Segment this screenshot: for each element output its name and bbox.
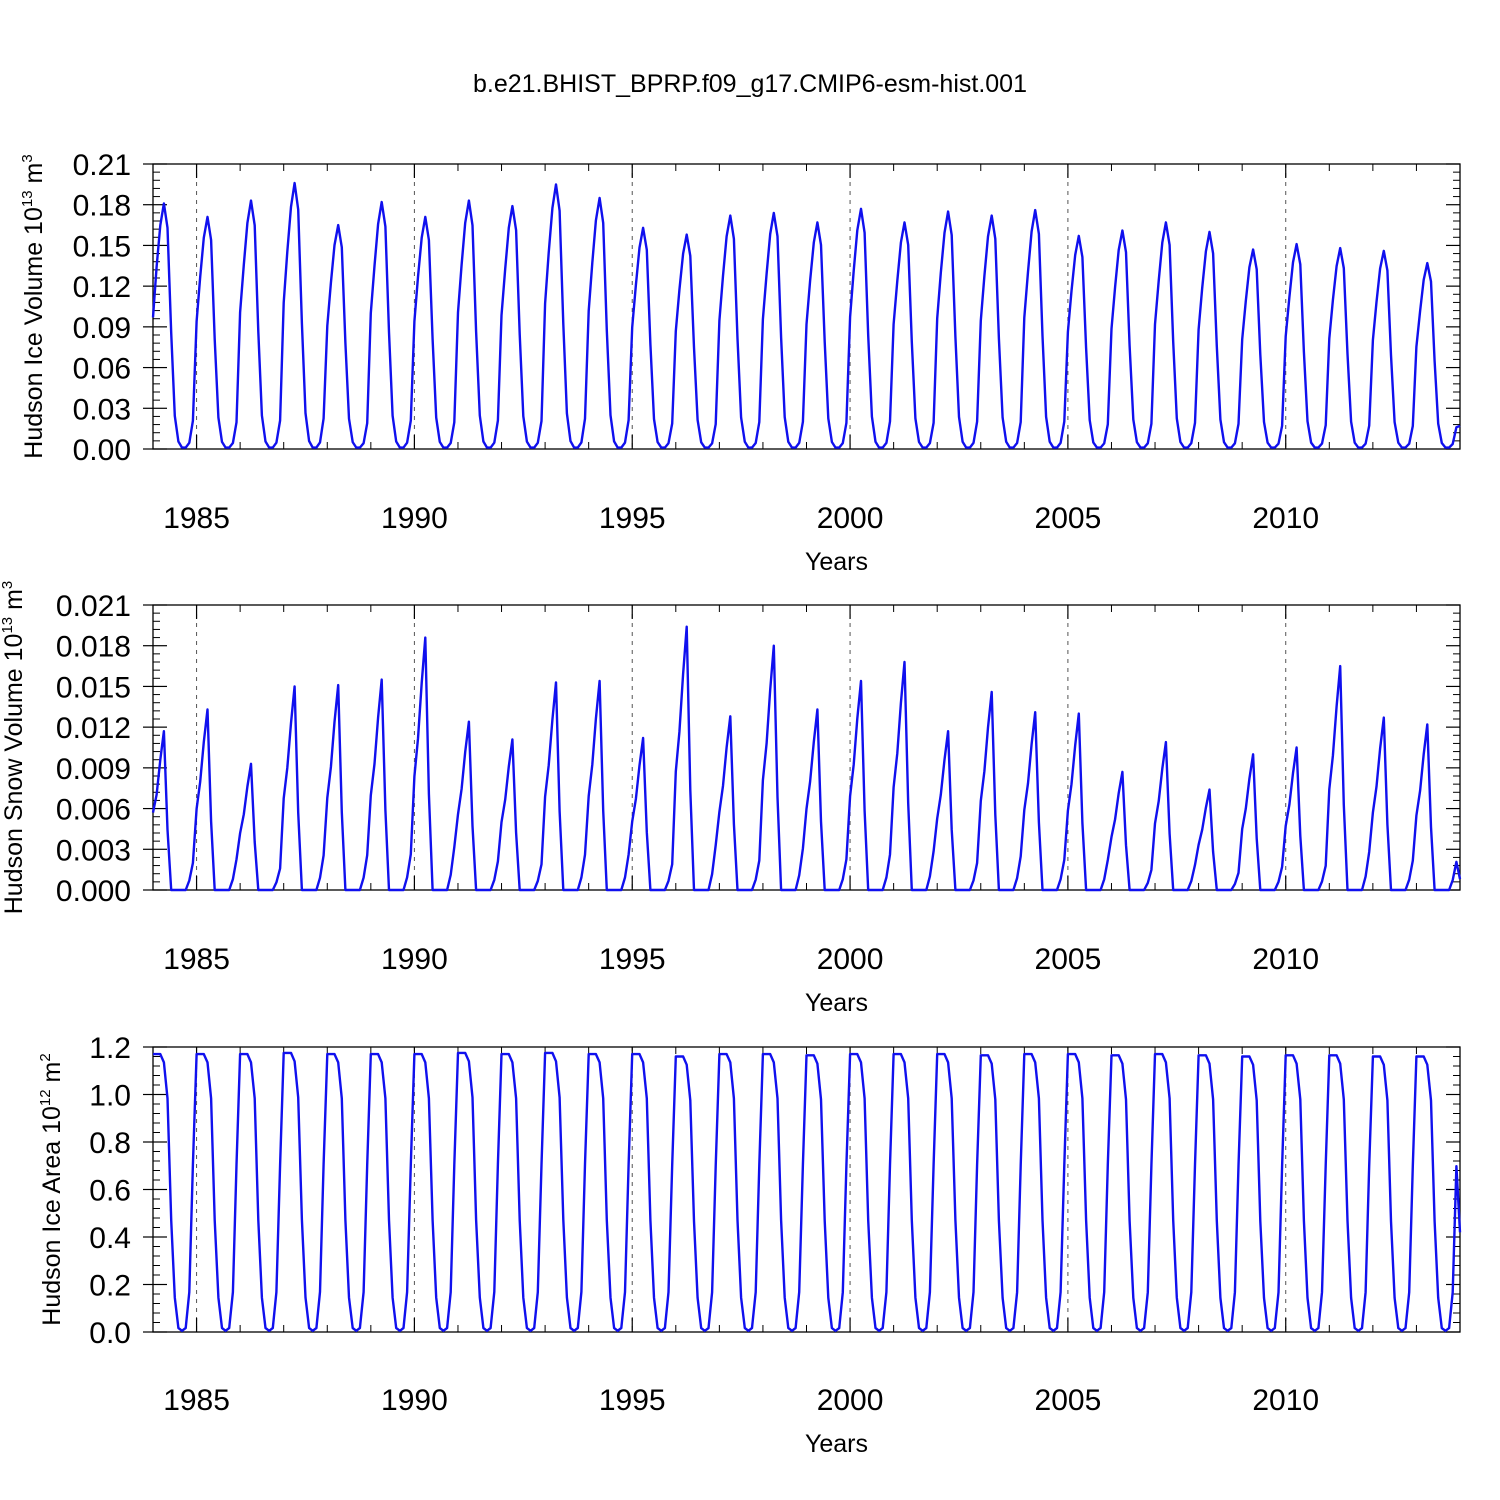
x-tick-label: 2010 <box>1252 1384 1319 1417</box>
y-tick-label: 0.003 <box>56 834 131 867</box>
y-axis-label: Hudson Ice Volume 1013 m3 <box>19 154 48 458</box>
y-axis-label: Hudson Ice Area 1012 m2 <box>37 1053 66 1325</box>
x-tick-label: 2005 <box>1035 943 1102 976</box>
x-tick-label: 1985 <box>163 502 230 535</box>
y-tick-label: 0.15 <box>73 230 131 263</box>
x-tick-label: 1985 <box>163 1384 230 1417</box>
y-tick-label: 0.018 <box>56 631 131 664</box>
x-tick-label: 1995 <box>599 943 666 976</box>
series-line <box>151 625 1462 892</box>
x-tick-label: 2005 <box>1035 1384 1102 1417</box>
y-tick-label: 0.8 <box>89 1127 131 1160</box>
x-tick-label: 2000 <box>817 943 884 976</box>
series-line <box>151 181 1461 449</box>
x-tick-label: 1990 <box>381 1384 448 1417</box>
panels: 0.00 0.03 0.06 0.09 0.12 0.15 0.18 0.21 1985 1990… <box>0 149 1462 1458</box>
x-tick-label: 1995 <box>599 1384 666 1417</box>
y-tick-label: 0.06 <box>73 353 131 386</box>
y-tick-label: 1.2 <box>89 1032 131 1065</box>
x-tick-label: 2010 <box>1252 502 1319 535</box>
x-tick-label: 1990 <box>381 943 448 976</box>
y-tick-label: 0.4 <box>89 1222 131 1255</box>
series-line <box>153 1051 1462 1332</box>
x-tick-label: 2000 <box>817 502 884 535</box>
x-tick-label: 2010 <box>1252 943 1319 976</box>
y-tick-label: 0.18 <box>73 190 131 223</box>
x-tick-label: 1985 <box>163 943 230 976</box>
x-tick-label: 1995 <box>599 502 666 535</box>
figure-title: b.e21.BHIST_BPRP.f09_g17.CMIP6-esm-hist.… <box>473 70 1027 98</box>
panel-1: 0.00 0.03 0.06 0.09 0.12 0.15 0.18 0.21 1985 1990… <box>19 149 1461 576</box>
y-tick-label: 0.03 <box>73 393 131 426</box>
panel-3: 0.0 0.2 0.4 0.6 0.8 1.0 1.2 1985 1990 1995 2000 200… <box>37 1032 1462 1458</box>
y-tick-label: 0.015 <box>56 671 131 704</box>
y-tick-label: 0.12 <box>73 271 131 304</box>
y-axis-label: Hudson Snow Volume 1013 m3 <box>0 581 28 915</box>
y-tick-label: 0.012 <box>56 712 131 745</box>
y-tick-label: 0.009 <box>56 753 131 786</box>
y-tick-label: 0.21 <box>73 149 131 182</box>
y-tick-label: 0.6 <box>89 1175 131 1208</box>
y-tick-label: 0.00 <box>73 434 131 467</box>
y-tick-label: 0.006 <box>56 794 131 827</box>
x-tick-label: 2005 <box>1035 502 1102 535</box>
y-tick-label: 0.021 <box>56 590 131 623</box>
y-tick-label: 1.0 <box>89 1080 131 1113</box>
x-axis-label: Years <box>805 989 868 1017</box>
x-tick-label: 1990 <box>381 502 448 535</box>
x-axis-label: Years <box>805 548 868 576</box>
x-axis-label: Years <box>805 1430 868 1458</box>
y-tick-label: 0.2 <box>89 1270 131 1303</box>
y-tick-label: 0.000 <box>56 875 131 908</box>
panel-2: 0.000 0.003 0.006 0.009 0.012 0.015 0.018 0.021… <box>0 581 1462 1017</box>
y-tick-label: 0.0 <box>89 1317 131 1350</box>
x-tick-label: 2000 <box>817 1384 884 1417</box>
y-tick-label: 0.09 <box>73 312 131 345</box>
